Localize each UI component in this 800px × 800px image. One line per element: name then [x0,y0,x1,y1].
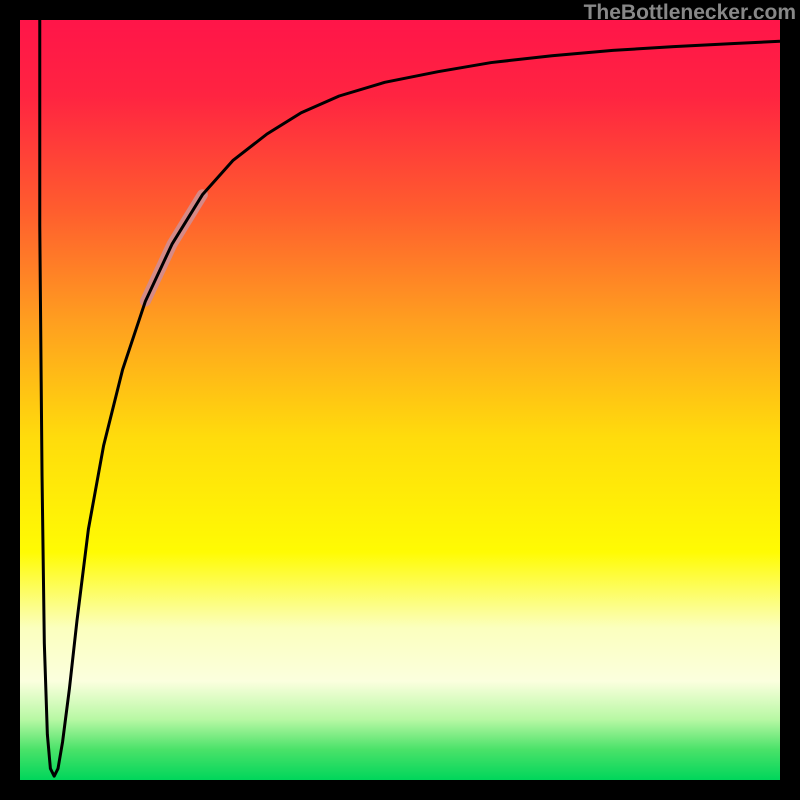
chart-svg: TheBottlenecker.com [0,0,800,800]
chart-container: TheBottlenecker.com [0,0,800,800]
gradient-background [20,20,780,780]
attribution-text: TheBottlenecker.com [584,1,796,24]
